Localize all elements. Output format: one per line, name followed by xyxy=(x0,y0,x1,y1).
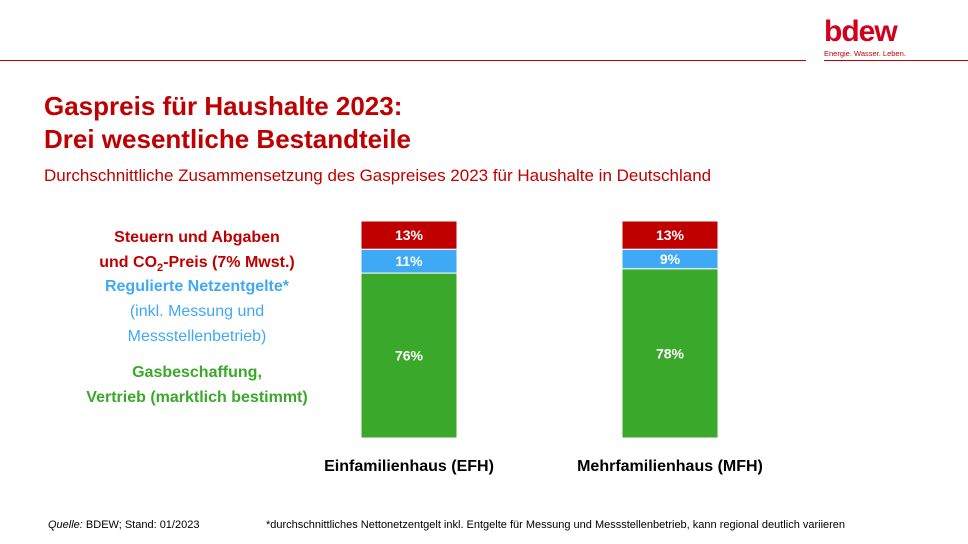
data-label-efh-0: 76% xyxy=(395,348,424,364)
logo-wordmark: bdew xyxy=(824,15,898,48)
legend-taxes-price: -Preis (7% Mwst.) xyxy=(163,254,295,271)
bar-segment-mfh-2 xyxy=(621,220,719,250)
header-rule-right xyxy=(824,60,968,61)
legend-network-line3: Messstellenbetrieb) xyxy=(127,328,267,345)
legend-network-fees: Regulierte Netzentgelte* (inkl. Messung … xyxy=(52,274,342,349)
category-label-mfh: Mehrfamilienhaus (MFH) xyxy=(577,458,763,475)
title-line-1: Gaspreis für Haushalte 2023: xyxy=(44,91,403,121)
legend-procurement-line2: Vertrieb (marktlich bestimmt) xyxy=(86,389,308,406)
legend-network-line2: (inkl. Messung und xyxy=(129,303,265,320)
data-label-mfh-2: 13% xyxy=(656,227,685,243)
legend-procurement-line1: Gasbeschaffung, xyxy=(132,364,262,381)
footer-source: Quelle: BDEW; Stand: 01/2023 xyxy=(48,519,199,531)
legend-taxes-line1: Steuern und Abgaben xyxy=(114,229,280,246)
data-label-mfh-0: 78% xyxy=(656,345,685,361)
logo-tagline: Energie. Wasser. Leben. xyxy=(824,49,906,58)
footer-note: *durchschnittliches Nettonetzentgelt ink… xyxy=(266,519,846,531)
title-line-2: Drei wesentliche Bestandteile xyxy=(44,124,412,154)
legend-taxes-co2-subscript: 2 xyxy=(157,262,164,275)
bar-segment-mfh-0 xyxy=(621,268,719,439)
legend-network-line1: Regulierte Netzentgelte* xyxy=(104,278,290,295)
legend-taxes-line2: und CO2-Preis (7% Mwst.) xyxy=(52,250,342,281)
bar-segment-efh-0 xyxy=(360,272,458,439)
header-rule-left xyxy=(0,60,806,61)
footer-source-text: BDEW; Stand: 01/2023 xyxy=(82,519,200,531)
footer-source-label: Quelle: xyxy=(48,519,83,531)
bdew-logo: bdew Energie. Wasser. Leben. xyxy=(824,15,934,59)
data-label-efh-2: 13% xyxy=(395,227,424,243)
data-label-mfh-1: 9% xyxy=(660,251,681,267)
slide-subtitle: Durchschnittliche Zusammensetzung des Ga… xyxy=(44,166,712,185)
data-label-efh-1: 11% xyxy=(395,253,423,269)
bar-segment-efh-2 xyxy=(360,220,458,250)
legend-taxes-co: und CO xyxy=(99,254,158,271)
slide-title: Gaspreis für Haushalte 2023: Drei wesent… xyxy=(44,90,411,156)
category-label-efh: Einfamilienhaus (EFH) xyxy=(324,458,494,475)
legend-taxes: Steuern und Abgaben und CO2-Preis (7% Mw… xyxy=(52,225,342,281)
legend-procurement: Gasbeschaffung, Vertrieb (marktlich best… xyxy=(52,360,342,410)
